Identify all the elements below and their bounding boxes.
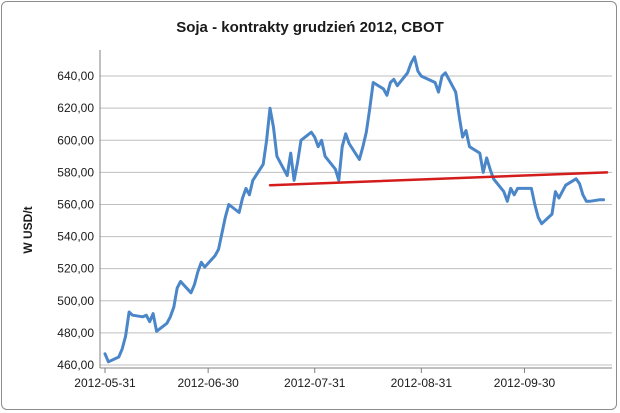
y-axis-label: W USD/t [21,206,35,253]
y-tick-label: 580,00 [57,165,94,179]
x-tick-label: 2012-09-30 [494,376,556,390]
y-tick-label: 520,00 [57,262,94,276]
price-series-line [103,55,606,364]
y-tick-label: 500,00 [57,294,94,308]
x-tick-label: 2012-05-31 [74,376,136,390]
y-tick-label: 620,00 [57,101,94,115]
x-tick-label: 2012-08-31 [391,376,453,390]
chart-title: Soja - kontrakty grudzień 2012, CBOT [176,19,444,36]
trend-series-line [268,171,609,187]
y-tick-label: 640,00 [57,69,94,83]
x-tick-label: 2012-06-30 [177,376,239,390]
y-tick-label: 460,00 [57,358,94,372]
y-tick-label: 600,00 [57,133,94,147]
y-tick-label: 540,00 [57,230,94,244]
y-tick-label: 560,00 [57,197,94,211]
y-tick-label: 480,00 [57,326,94,340]
x-tick-label: 2012-07-31 [284,376,346,390]
